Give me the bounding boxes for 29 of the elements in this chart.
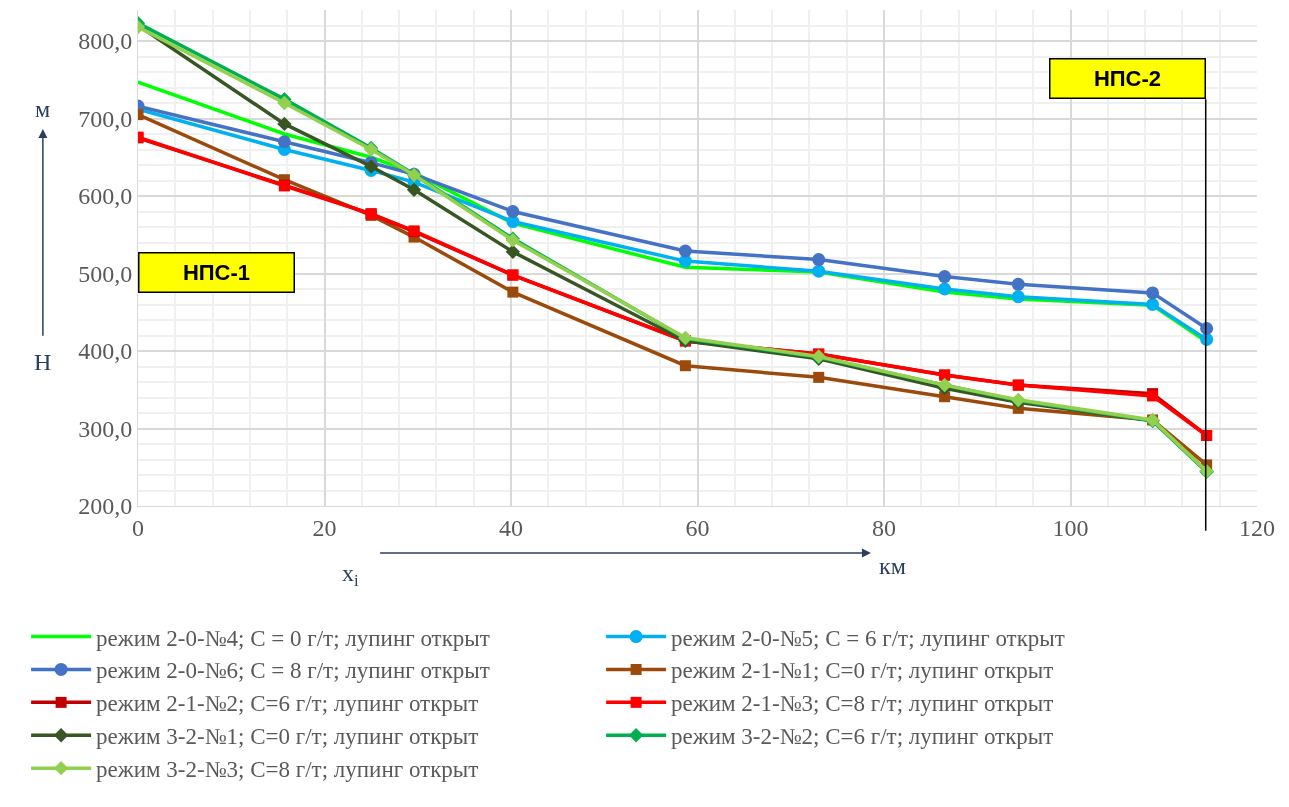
x-tick-label: 60 <box>685 514 710 541</box>
legend-label: режим 2-0-№6; С = 8 г/т; лупинг открыт <box>96 658 490 684</box>
y-tick-label: 300,0 <box>78 415 133 442</box>
text: Н <box>34 349 52 375</box>
legend-label: режим 3-2-№1; С=0 г/т; лупинг открыт <box>96 724 479 750</box>
legend-label: режим 2-1-№1; С=0 г/т; лупинг открыт <box>671 658 1054 684</box>
x-tick-label: 20 <box>312 514 337 541</box>
y-tick-label: 200,0 <box>78 493 133 520</box>
x-tick-label: 100 <box>1052 514 1089 541</box>
legend-label: режим 2-0-№4; С = 0 г/т; лупинг открыт <box>96 625 490 651</box>
y-tick-label: 400,0 <box>78 338 133 365</box>
legend-label: режим 3-2-№2; С=6 г/т; лупинг открыт <box>671 724 1054 750</box>
text: м <box>35 96 51 122</box>
legend-label: режим 2-1-№3; С=8 г/т; лупинг открыт <box>671 691 1054 717</box>
legend-label: режим 2-1-№2; С=6 г/т; лупинг открыт <box>96 691 479 717</box>
y-tick-label: 800,0 <box>78 28 133 55</box>
text: x$_{i}$ <box>342 560 359 591</box>
x-tick-label: 120 <box>1239 514 1275 541</box>
y-tick-label: 600,0 <box>78 183 133 210</box>
x-tick-label: 80 <box>872 514 896 541</box>
annotation: НПС-1 <box>182 260 251 285</box>
y-tick-label: 500,0 <box>78 260 133 287</box>
legend-label: режим 3-2-№3; С=8 г/т; лупинг открыт <box>96 757 479 783</box>
legend-label: режим 2-0-№5; С = 6 г/т; лупинг открыт <box>671 625 1065 651</box>
x-tick-label: 40 <box>499 514 523 541</box>
y-tick-label: 700,0 <box>78 105 133 132</box>
ref-line-label: НПС-2 <box>1093 66 1162 91</box>
x-tick-label: 0 <box>132 514 144 541</box>
text: км <box>879 553 906 579</box>
